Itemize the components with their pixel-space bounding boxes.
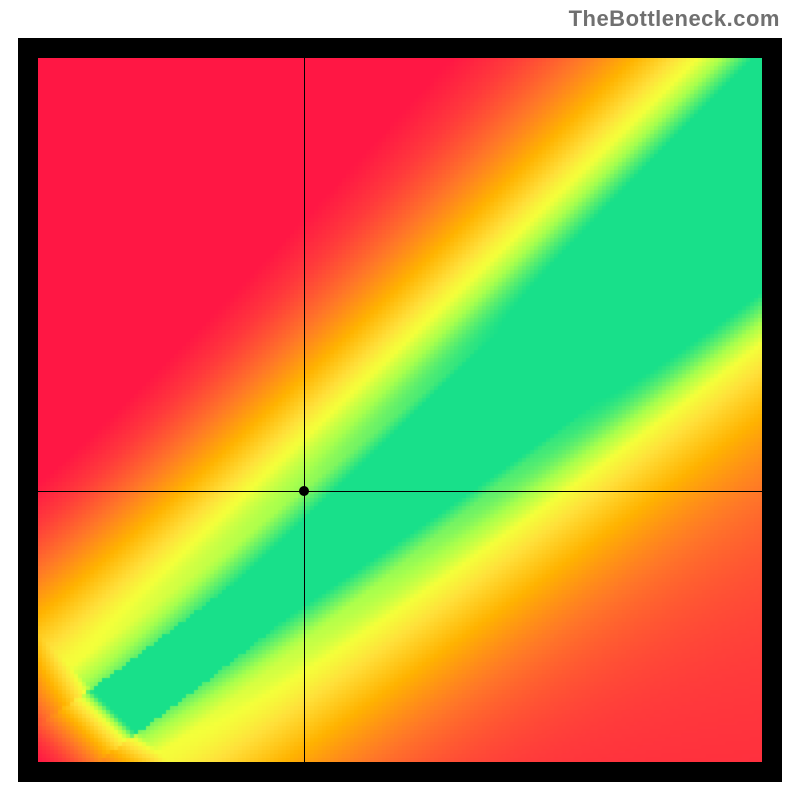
bottleneck-heatmap — [38, 58, 762, 762]
watermark-text: TheBottleneck.com — [569, 6, 780, 32]
root: TheBottleneck.com — [0, 0, 800, 800]
chart-outer-frame — [18, 38, 782, 782]
chart-plot-area[interactable] — [38, 58, 762, 762]
